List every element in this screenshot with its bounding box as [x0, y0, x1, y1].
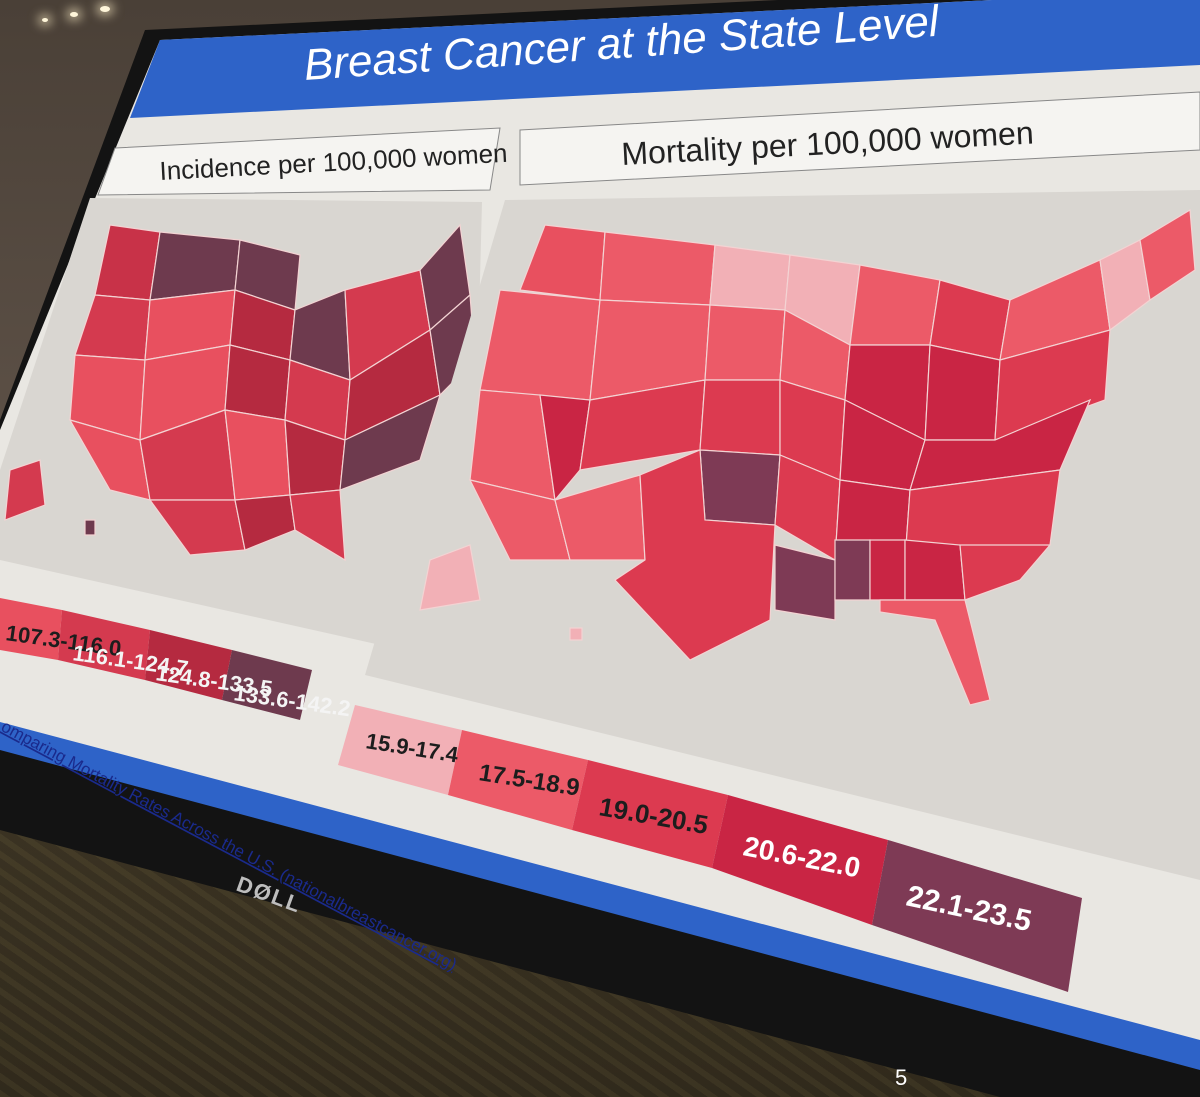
state-pa — [994, 329, 1111, 441]
slide-header-bar — [130, 0, 1200, 118]
state-ks — [699, 379, 781, 456]
incidence-legend-swatch-0 — [0, 598, 62, 660]
ceiling-light — [100, 6, 110, 12]
state-va — [909, 398, 1092, 491]
slide-footer-bar — [0, 722, 1200, 1070]
state-ak — [419, 544, 481, 611]
mortality-legend-swatch-3 — [712, 795, 888, 925]
state-al — [869, 539, 906, 601]
state-la — [774, 544, 836, 621]
state-ak — [4, 459, 46, 521]
state-oh — [924, 344, 1001, 441]
incidence-legend-swatch-1 — [58, 610, 150, 680]
state-fl — [879, 599, 991, 706]
state-me — [1139, 208, 1196, 302]
state-tx — [614, 449, 776, 661]
mortality-map — [419, 208, 1196, 706]
state-nd — [709, 244, 791, 311]
state-va-region — [339, 393, 441, 491]
state-mt — [599, 231, 716, 306]
state-sd — [704, 304, 786, 381]
state-mt-region — [149, 231, 241, 301]
incidence-legend-swatch-2 — [145, 630, 232, 700]
state-sc — [959, 544, 1052, 601]
state-ok — [699, 449, 781, 526]
state-ms — [834, 539, 871, 601]
state-wi — [849, 264, 941, 346]
ceiling-light — [42, 18, 48, 22]
mortality-title-box — [519, 91, 1200, 186]
slide-page-number: 5 — [895, 1065, 907, 1090]
incidence-title-box — [97, 127, 501, 196]
state-or — [479, 289, 601, 401]
mortality-legend-swatch-2 — [572, 760, 728, 868]
ceiling-light — [70, 12, 78, 17]
state-hi — [569, 627, 583, 641]
state-ar-region — [224, 409, 291, 501]
state-ga — [904, 539, 966, 601]
mortality-legend-swatch-1 — [448, 730, 588, 830]
mortality-legend: 15.9-17.4 17.5-18.9 19.0-20.5 20.6-22.0 … — [338, 705, 1082, 992]
incidence-legend: 107.3-116.0 116.1-124.7 124.8-133.5 133.… — [0, 598, 352, 721]
mortality-legend-swatch-0 — [338, 705, 462, 795]
incidence-map — [4, 223, 476, 562]
incidence-legend-swatch-3 — [222, 650, 312, 720]
mortality-legend-swatch-4 — [872, 840, 1082, 992]
state-fl-region — [289, 489, 346, 562]
state-hi — [84, 519, 96, 536]
